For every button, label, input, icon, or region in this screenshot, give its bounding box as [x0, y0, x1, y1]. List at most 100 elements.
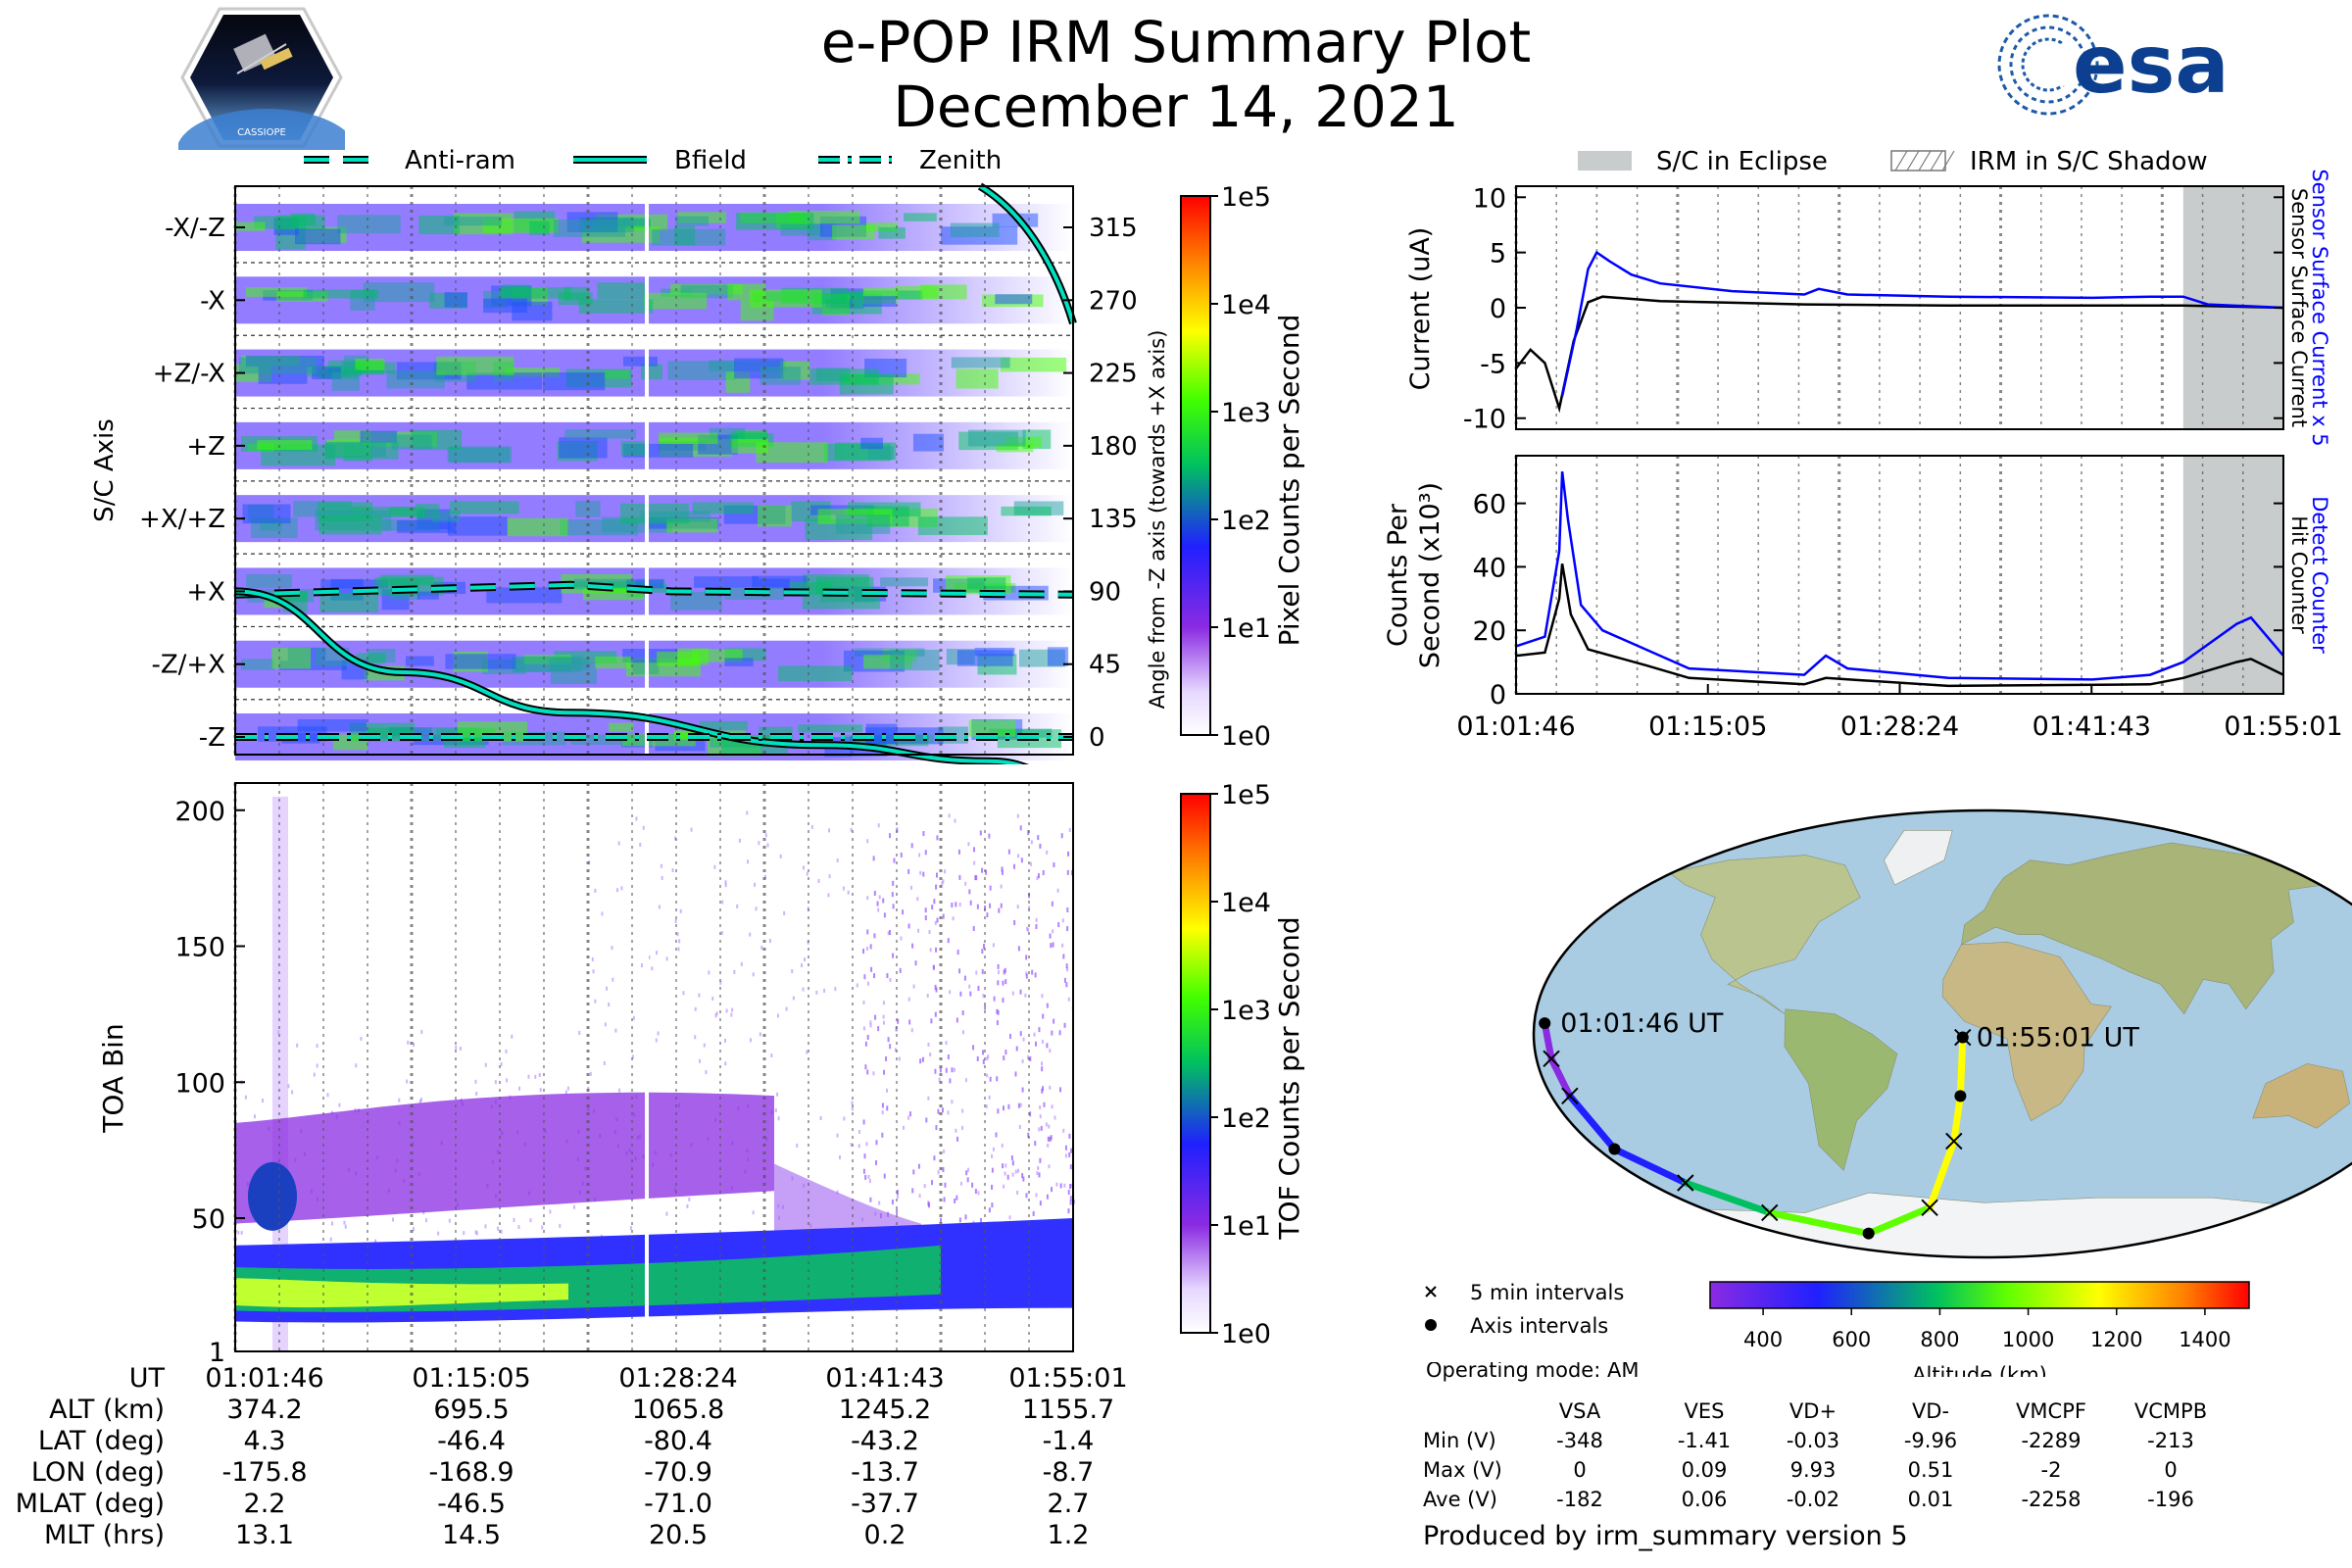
time-table-cell: 0.2: [864, 1520, 906, 1550]
svg-text:Pixel Counts per Second: Pixel Counts per Second: [1273, 315, 1305, 647]
esa-logo-label: esa: [2073, 19, 2230, 112]
time-table-cell: -46.5: [437, 1489, 506, 1519]
y-tick-label: 20: [1473, 616, 1506, 647]
time-table-cell: 4.3: [244, 1426, 286, 1456]
toa-tick-label: 1: [209, 1338, 225, 1368]
right-label-black: Sensor Surface Current: [2287, 188, 2311, 427]
altitude-tick-label: 600: [1832, 1328, 1871, 1351]
svg-text:Axis intervals: Axis intervals: [1470, 1314, 1608, 1338]
voltage-cell: -182: [1556, 1488, 1603, 1511]
colorbar-tick-label: 1e5: [1221, 784, 1271, 810]
y-tick-label: 60: [1473, 490, 1506, 520]
colorbar-tick-label: 1e3: [1221, 996, 1271, 1026]
cassiope-logo-label: CASSIOPE: [237, 127, 286, 138]
svg-text:S/C in Eclipse: S/C in Eclipse: [1656, 147, 1828, 176]
world-map-background: [1534, 810, 2352, 1257]
legend-five-min: 5 min intervals: [1425, 1281, 1624, 1304]
voltage-cell: 0: [2164, 1458, 2177, 1482]
operating-mode: Operating mode: AM: [1426, 1362, 1639, 1382]
voltage-cell: -2289: [2021, 1429, 2081, 1452]
time-table-cell: 695.5: [433, 1395, 509, 1425]
axis-interval-marker: [1608, 1143, 1621, 1155]
right-label-blue: Detect Counter: [2308, 496, 2331, 654]
voltage-header: VMCPF: [2016, 1399, 2086, 1423]
angle-tick-label: 315: [1089, 214, 1138, 243]
voltage-header: VSA: [1559, 1399, 1601, 1423]
y-tick-label: 0: [1490, 680, 1506, 710]
sc-axis-spectrogram-grid: [233, 186, 1074, 755]
sc-axis-tick-label: +Z: [186, 432, 225, 462]
angle-tick-label: 270: [1089, 286, 1138, 316]
time-table-cell: -46.4: [437, 1426, 506, 1456]
y-tick-label: -5: [1480, 349, 1506, 379]
series-line: [1516, 471, 2283, 681]
sc-axis-right-ylabel: Angle from -Z axis (towards +X axis): [1146, 330, 1169, 710]
five-min-marker: [1543, 1050, 1560, 1068]
legend-axis-intervals: Axis intervals: [1425, 1314, 1608, 1338]
svg-text:5 min intervals: 5 min intervals: [1470, 1281, 1624, 1304]
angle-tick-label: 180: [1089, 432, 1138, 462]
time-table-cell: -70.9: [644, 1457, 712, 1488]
colorbar-tick-label: 1e0: [1221, 1319, 1271, 1349]
toa-tick-label: 50: [192, 1204, 225, 1235]
cassiope-mission-logo-icon: CASSIOPE: [178, 7, 345, 150]
sc-axis-tick-label: +X/+Z: [139, 505, 225, 534]
time-table-cell: 1065.8: [632, 1395, 724, 1425]
angle-tick-label: 0: [1089, 723, 1105, 753]
colorbar-tick-label: 1e2: [1221, 506, 1271, 536]
time-table-row-label: MLT (hrs): [44, 1520, 165, 1550]
pixel-counts-colorbar: 1e0 1e1 1e2 1e3 1e4 1e5 Pixel Counts per Seco…: [1180, 186, 1305, 752]
time-table-cell: 01:41:43: [825, 1363, 944, 1394]
toa-plot-frame: [234, 782, 1074, 1352]
y-tick-label: -10: [1463, 405, 1506, 435]
toa-tick-label: 200: [174, 797, 225, 827]
orbit-end-label: 01:55:01 UT: [1977, 1023, 2140, 1054]
y-tick-label: 40: [1473, 553, 1506, 583]
toa-ylabel: TOA Bin: [97, 1023, 129, 1133]
sc-axis-tick-label: +X: [186, 577, 225, 607]
voltage-cell: -2258: [2021, 1488, 2081, 1511]
voltage-cell: 0.06: [1682, 1488, 1728, 1511]
angle-tick-label: 225: [1089, 360, 1138, 389]
x-tick-label: 01:41:43: [2033, 711, 2151, 742]
voltage-cell: -1.41: [1678, 1429, 1731, 1452]
voltage-header: VCMPB: [2134, 1399, 2207, 1423]
time-table-row-label: ALT (km): [49, 1395, 165, 1425]
time-table-cell: 1155.7: [1022, 1395, 1114, 1425]
time-table-cell: 2.2: [244, 1489, 286, 1519]
right-label-blue: Sensor Surface Current x 5: [2308, 169, 2331, 446]
svg-text:TOA Bin: TOA Bin: [97, 1023, 129, 1133]
voltage-cell: -348: [1556, 1429, 1603, 1452]
altitude-tick-label: 1400: [2179, 1328, 2230, 1351]
time-table-cell: 1.2: [1048, 1520, 1090, 1550]
esa-logo-icon: esa: [1997, 14, 2230, 116]
time-table-row-label: LAT (deg): [38, 1426, 165, 1456]
time-table-cell: 1245.2: [839, 1395, 931, 1425]
time-table-row-label: UT: [129, 1363, 166, 1394]
altitude-colorbar-label: Altitude (km): [1912, 1363, 2047, 1377]
y-tick-label: 5: [1490, 239, 1506, 270]
voltage-header: VD+: [1789, 1399, 1837, 1423]
time-table-cell: 01:28:24: [618, 1363, 737, 1394]
x-tick-label: 01:55:01: [2224, 711, 2342, 742]
time-table-cell: 01:55:01: [1008, 1363, 1127, 1394]
voltage-cell: 0.09: [1682, 1458, 1728, 1482]
time-table-cell: 374.2: [226, 1395, 302, 1425]
orbit-start-label: 01:01:46 UT: [1560, 1008, 1724, 1039]
sc-axis-spectrogram-traces: [234, 182, 1077, 764]
voltage-cell: 0.51: [1908, 1458, 1954, 1482]
orbit-map: 01:01:46 UT 01:55:01 UT: [1532, 808, 2352, 1259]
legend-zenith: Zenith: [818, 146, 1002, 175]
time-table-cell: -168.9: [428, 1457, 514, 1488]
time-table-cell: 01:15:05: [412, 1363, 530, 1394]
colorbar-tick-label: 1e1: [1221, 1211, 1271, 1242]
svg-text:S/C Axis: S/C Axis: [90, 418, 120, 522]
colorbar-tick-label: 1e1: [1221, 613, 1271, 644]
toa-spectrogram-data: [235, 783, 1075, 1351]
voltage-cell: -196: [2147, 1488, 2194, 1511]
colorbar-tick-label: 1e3: [1221, 398, 1271, 428]
sc-axis-tick-label: +Z/-X: [153, 360, 225, 389]
angle-tick-label: 45: [1089, 651, 1121, 680]
sc-axis-tick-label: -X/-Z: [165, 214, 225, 243]
